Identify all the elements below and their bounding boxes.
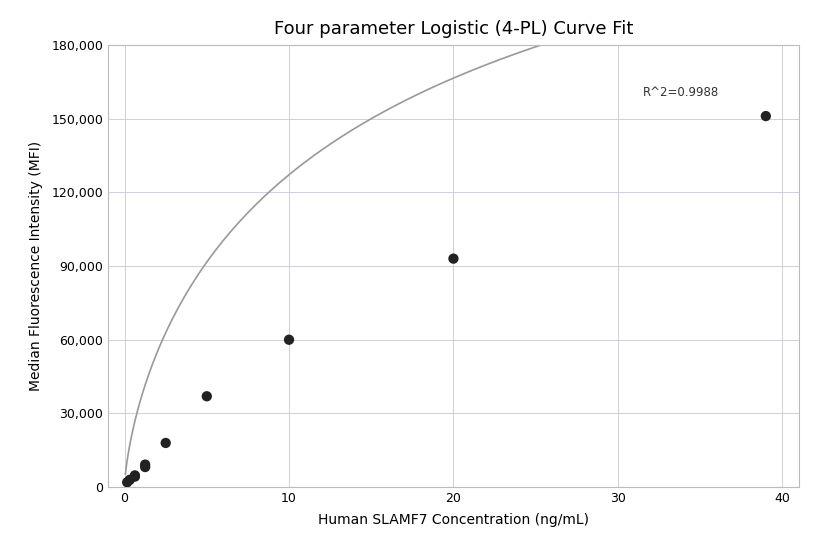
Point xyxy=(138,463,151,472)
Point xyxy=(138,460,151,469)
Point xyxy=(128,471,141,480)
Point xyxy=(201,392,214,401)
Point xyxy=(447,254,460,263)
Point xyxy=(282,335,295,344)
Text: R^2=0.9988: R^2=0.9988 xyxy=(642,86,719,99)
Point xyxy=(123,475,136,484)
Point xyxy=(128,472,141,481)
Point xyxy=(121,478,134,487)
Point xyxy=(159,438,172,447)
X-axis label: Human SLAMF7 Concentration (ng/mL): Human SLAMF7 Concentration (ng/mL) xyxy=(318,514,589,528)
Point xyxy=(759,111,772,120)
Y-axis label: Median Fluorescence Intensity (MFI): Median Fluorescence Intensity (MFI) xyxy=(29,141,43,391)
Title: Four parameter Logistic (4-PL) Curve Fit: Four parameter Logistic (4-PL) Curve Fit xyxy=(274,20,633,38)
